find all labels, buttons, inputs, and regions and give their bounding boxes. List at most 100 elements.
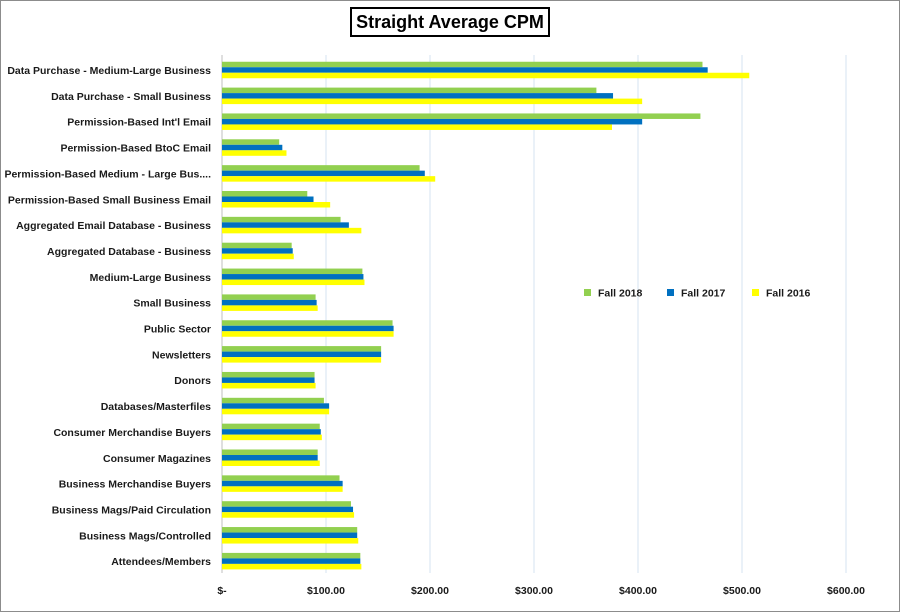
bar-fall-2018-18 bbox=[222, 527, 358, 533]
legend: Fall 2018 Fall 2017 Fall 2016 bbox=[584, 288, 811, 300]
bar-fall-2018-17 bbox=[222, 501, 351, 507]
bar-fall-2017-11 bbox=[222, 351, 382, 358]
bar-fall-2017-0 bbox=[222, 67, 708, 73]
bar-fall-2016-1 bbox=[222, 98, 643, 105]
bar-fall-2017-4 bbox=[222, 170, 425, 177]
bar-fall-2018-9 bbox=[222, 294, 316, 300]
bar-fall-2018-15 bbox=[222, 449, 318, 455]
category-label: Public Sector bbox=[144, 324, 211, 336]
legend-label: Fall 2017 bbox=[681, 288, 726, 300]
category-label: Data Purchase - Medium-Large Business bbox=[7, 65, 211, 77]
bar-fall-2016-15 bbox=[222, 460, 320, 466]
legend-swatch bbox=[584, 289, 591, 296]
x-axis-tick-labels: $- $100.00 $200.00 $300.00 $400.00 $500.00 $60… bbox=[217, 585, 865, 597]
bar-fall-2017-14 bbox=[222, 429, 321, 435]
bar-fall-2018-12 bbox=[222, 371, 315, 378]
bar-fall-2016-14 bbox=[222, 434, 322, 441]
bar-fall-2016-19 bbox=[222, 563, 362, 570]
bar-fall-2016-9 bbox=[222, 305, 318, 311]
x-tick-label: $400.00 bbox=[619, 585, 657, 597]
bars bbox=[222, 61, 750, 570]
category-label: Attendees/Members bbox=[111, 556, 211, 568]
category-label: Databases/Masterfiles bbox=[101, 401, 211, 413]
category-label: Consumer Magazines bbox=[103, 453, 211, 465]
category-label: Donors bbox=[174, 375, 211, 387]
category-label: Business Mags/Controlled bbox=[79, 530, 211, 542]
category-labels: Data Purchase - Medium-Large Business Dat… bbox=[4, 65, 211, 568]
bar-fall-2017-6 bbox=[222, 222, 349, 228]
bar-fall-2018-5 bbox=[222, 191, 308, 197]
category-label: Permission-Based Small Business Email bbox=[8, 194, 211, 206]
bar-fall-2016-10 bbox=[222, 331, 394, 337]
bar-fall-2016-16 bbox=[222, 486, 343, 492]
category-label: Permission-Based BtoC Email bbox=[60, 143, 211, 155]
bar-fall-2017-15 bbox=[222, 455, 318, 461]
bar-fall-2018-4 bbox=[222, 165, 420, 171]
x-tick-label: $100.00 bbox=[307, 585, 345, 597]
legend-swatch bbox=[667, 289, 674, 296]
category-label: Medium-Large Business bbox=[90, 272, 212, 284]
bar-fall-2018-19 bbox=[222, 552, 361, 559]
category-label: Data Purchase - Small Business bbox=[51, 91, 211, 103]
bar-fall-2017-18 bbox=[222, 532, 358, 539]
bar-fall-2017-5 bbox=[222, 196, 314, 202]
x-tick-label: $200.00 bbox=[411, 585, 449, 597]
bar-fall-2017-8 bbox=[222, 274, 364, 280]
bar-fall-2016-0 bbox=[222, 72, 750, 79]
bar-fall-2017-1 bbox=[222, 93, 614, 99]
bar-fall-2018-13 bbox=[222, 397, 324, 404]
bar-fall-2017-7 bbox=[222, 248, 293, 254]
bar-fall-2016-8 bbox=[222, 279, 365, 286]
bar-fall-2018-3 bbox=[222, 139, 280, 145]
bar-fall-2018-10 bbox=[222, 320, 393, 326]
bar-fall-2017-12 bbox=[222, 377, 315, 383]
category-label: Small Business bbox=[133, 298, 211, 310]
category-label: Business Mags/Paid Circulation bbox=[52, 504, 211, 516]
legend-swatch bbox=[752, 289, 759, 296]
x-tick-label: $300.00 bbox=[515, 585, 553, 597]
bar-fall-2016-7 bbox=[222, 253, 294, 260]
bar-fall-2016-2 bbox=[222, 124, 612, 130]
bar-fall-2016-17 bbox=[222, 512, 355, 518]
x-tick-label: $600.00 bbox=[827, 585, 865, 597]
bar-fall-2016-6 bbox=[222, 227, 362, 234]
legend-label: Fall 2016 bbox=[766, 288, 811, 300]
bar-fall-2018-0 bbox=[222, 61, 703, 68]
category-label: Consumer Merchandise Buyers bbox=[53, 427, 211, 439]
bar-fall-2018-2 bbox=[222, 113, 701, 119]
bar-fall-2017-17 bbox=[222, 506, 354, 513]
bar-fall-2017-16 bbox=[222, 480, 343, 487]
category-label: Aggregated Database - Business bbox=[47, 246, 211, 258]
x-tick-label: $- bbox=[217, 585, 227, 597]
bar-fall-2018-1 bbox=[222, 87, 597, 94]
bar-fall-2016-18 bbox=[222, 538, 359, 544]
bar-fall-2017-3 bbox=[222, 144, 283, 151]
bar-fall-2017-19 bbox=[222, 558, 361, 564]
bar-fall-2016-13 bbox=[222, 408, 330, 415]
legend-label: Fall 2018 bbox=[598, 288, 643, 300]
x-tick-label: $500.00 bbox=[723, 585, 761, 597]
bar-fall-2018-14 bbox=[222, 423, 320, 430]
category-label: Newsletters bbox=[152, 349, 211, 361]
chart-title: Straight Average CPM bbox=[350, 7, 550, 37]
bar-fall-2018-8 bbox=[222, 268, 363, 275]
bar-fall-2016-12 bbox=[222, 382, 316, 389]
bar-fall-2016-11 bbox=[222, 357, 382, 363]
bar-fall-2018-16 bbox=[222, 475, 340, 481]
gridlines bbox=[221, 55, 847, 573]
bar-fall-2018-7 bbox=[222, 242, 292, 249]
bar-fall-2017-10 bbox=[222, 325, 394, 332]
category-label: Permission-Based Medium - Large Bus.... bbox=[4, 168, 211, 180]
category-label: Permission-Based Int'l Email bbox=[67, 117, 211, 129]
bar-fall-2016-5 bbox=[222, 202, 331, 208]
bar-fall-2017-2 bbox=[222, 118, 643, 125]
bar-fall-2017-9 bbox=[222, 299, 317, 306]
bar-fall-2018-11 bbox=[222, 346, 382, 352]
bar-fall-2018-6 bbox=[222, 216, 341, 223]
category-label: Aggregated Email Database - Business bbox=[16, 220, 211, 232]
category-label: Business Merchandise Buyers bbox=[59, 479, 211, 491]
bar-fall-2016-3 bbox=[222, 150, 287, 156]
bar-fall-2016-4 bbox=[222, 176, 436, 182]
bar-fall-2017-13 bbox=[222, 403, 330, 409]
